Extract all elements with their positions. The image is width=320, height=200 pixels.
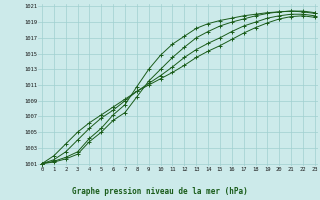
Text: Graphe pression niveau de la mer (hPa): Graphe pression niveau de la mer (hPa)	[72, 187, 248, 196]
